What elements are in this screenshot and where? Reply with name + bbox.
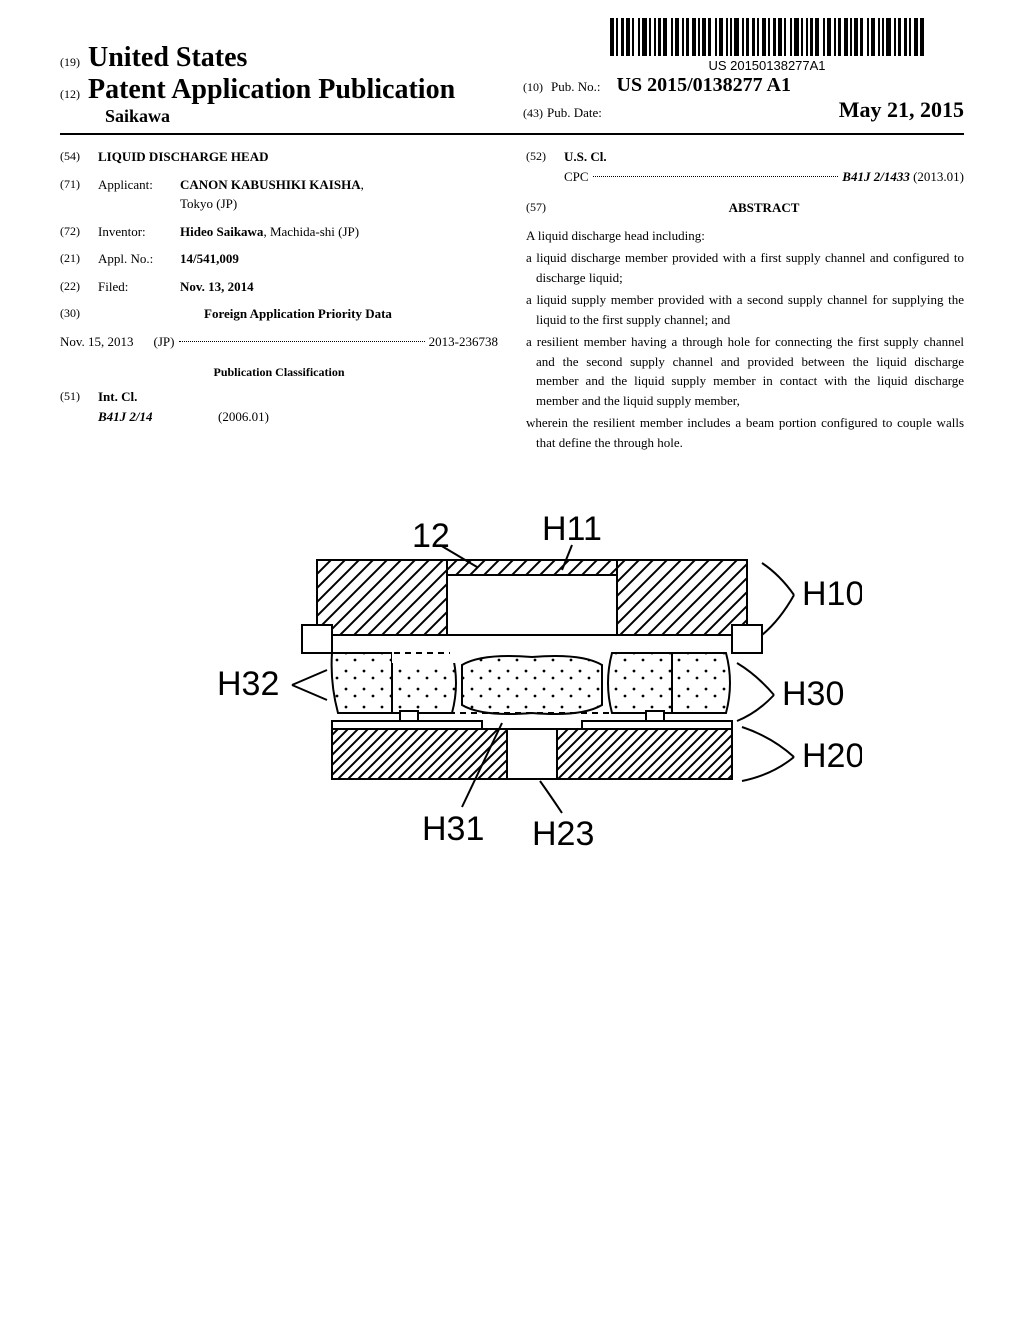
priority-date: Nov. 15, 2013 bbox=[60, 332, 134, 352]
applno-label: Appl. No.: bbox=[98, 249, 180, 269]
dots bbox=[593, 167, 839, 177]
dots bbox=[179, 332, 425, 342]
abstract-line: a liquid supply member provided with a s… bbox=[526, 290, 964, 329]
applicant-loc: Tokyo (JP) bbox=[180, 196, 237, 211]
label-h10: H10 bbox=[802, 575, 862, 613]
applicant-name: CANON KABUSHIKI KAISHA bbox=[180, 177, 361, 192]
filed-code: (22) bbox=[60, 277, 98, 297]
abstract-line: a resilient member having a through hole… bbox=[526, 332, 964, 410]
label-h23: H23 bbox=[532, 815, 594, 853]
intcl-label: Int. Cl. bbox=[98, 387, 137, 407]
intcl-code: (51) bbox=[60, 387, 98, 407]
inventor-loc: , Machida-shi (JP) bbox=[263, 224, 359, 239]
label-h32: H32 bbox=[217, 665, 279, 703]
label-12: 12 bbox=[412, 517, 450, 555]
abstract-line: wherein the resilient member includes a … bbox=[526, 413, 964, 452]
pubno-label: Pub. No.: bbox=[551, 79, 600, 94]
label-h30: H30 bbox=[782, 675, 844, 713]
pubclass-heading: Publication Classification bbox=[60, 363, 498, 381]
label-h31: H31 bbox=[422, 810, 484, 848]
barcode-block: US 20150138277A1 bbox=[610, 18, 924, 73]
uscl-code: (52) bbox=[526, 147, 564, 167]
cpc-value: B41J 2/1433 bbox=[842, 167, 910, 187]
pub-type: Patent Application Publication bbox=[88, 74, 455, 105]
abstract-text: A liquid discharge head including: a liq… bbox=[526, 226, 964, 453]
label-h11: H11 bbox=[542, 510, 602, 548]
abstract-line: a liquid discharge member provided with … bbox=[526, 248, 964, 287]
pubdate-label: Pub. Date: bbox=[547, 105, 602, 121]
country-prefix: (19) bbox=[60, 55, 80, 69]
label-h20: H20 bbox=[802, 737, 862, 775]
inventor-label: Inventor: bbox=[98, 222, 180, 242]
title-code: (54) bbox=[60, 147, 98, 167]
applicant-label: Applicant: bbox=[98, 175, 180, 214]
filed-date: Nov. 13, 2014 bbox=[180, 277, 498, 297]
uscl-label: U.S. Cl. bbox=[564, 147, 607, 167]
intcl-value: B41J 2/14 bbox=[98, 407, 218, 427]
pub-no: US 2015/0138277 A1 bbox=[617, 74, 791, 96]
inventor-code: (72) bbox=[60, 222, 98, 242]
invention-title: LIQUID DISCHARGE HEAD bbox=[98, 147, 268, 167]
figure-svg: 12 H11 H10 H32 H30 H20 H31 H23 bbox=[162, 505, 862, 925]
priority-code: (30) bbox=[60, 304, 98, 324]
divider bbox=[60, 133, 964, 135]
left-column: (54) LIQUID DISCHARGE HEAD (71) Applican… bbox=[60, 147, 498, 455]
pub-date: May 21, 2015 bbox=[839, 97, 964, 123]
member-h20 bbox=[332, 721, 732, 779]
country: United States bbox=[88, 42, 247, 73]
patent-figure: 12 H11 H10 H32 H30 H20 H31 H23 bbox=[60, 505, 964, 925]
biblio-columns: (54) LIQUID DISCHARGE HEAD (71) Applican… bbox=[60, 147, 964, 455]
cpc-year: (2013.01) bbox=[913, 167, 964, 187]
member-h10 bbox=[302, 560, 762, 653]
barcode bbox=[610, 18, 924, 56]
priority-heading: Foreign Application Priority Data bbox=[98, 304, 498, 324]
right-column: (52) U.S. Cl. CPC B41J 2/1433 (2013.01) … bbox=[526, 147, 964, 455]
barcode-text: US 20150138277A1 bbox=[610, 58, 924, 73]
priority-no: 2013-236738 bbox=[429, 332, 498, 352]
abstract-line: A liquid discharge head including: bbox=[526, 226, 964, 246]
pubdate-prefix: (43) bbox=[523, 106, 543, 121]
cpc-label: CPC bbox=[564, 167, 589, 187]
abstract-heading: ABSTRACT bbox=[564, 198, 964, 218]
pubtype-prefix: (12) bbox=[60, 87, 80, 101]
applno-code: (21) bbox=[60, 249, 98, 269]
filed-label: Filed: bbox=[98, 277, 180, 297]
pubno-prefix: (10) bbox=[523, 80, 543, 94]
appl-no: 14/541,009 bbox=[180, 249, 498, 269]
member-h30 bbox=[332, 645, 730, 721]
priority-country: (JP) bbox=[154, 332, 175, 352]
abstract-code: (57) bbox=[526, 198, 564, 218]
intcl-year: (2006.01) bbox=[218, 407, 269, 427]
applicant-code: (71) bbox=[60, 175, 98, 214]
author: Saikawa bbox=[105, 106, 523, 127]
inventor-name: Hideo Saikawa bbox=[180, 224, 263, 239]
